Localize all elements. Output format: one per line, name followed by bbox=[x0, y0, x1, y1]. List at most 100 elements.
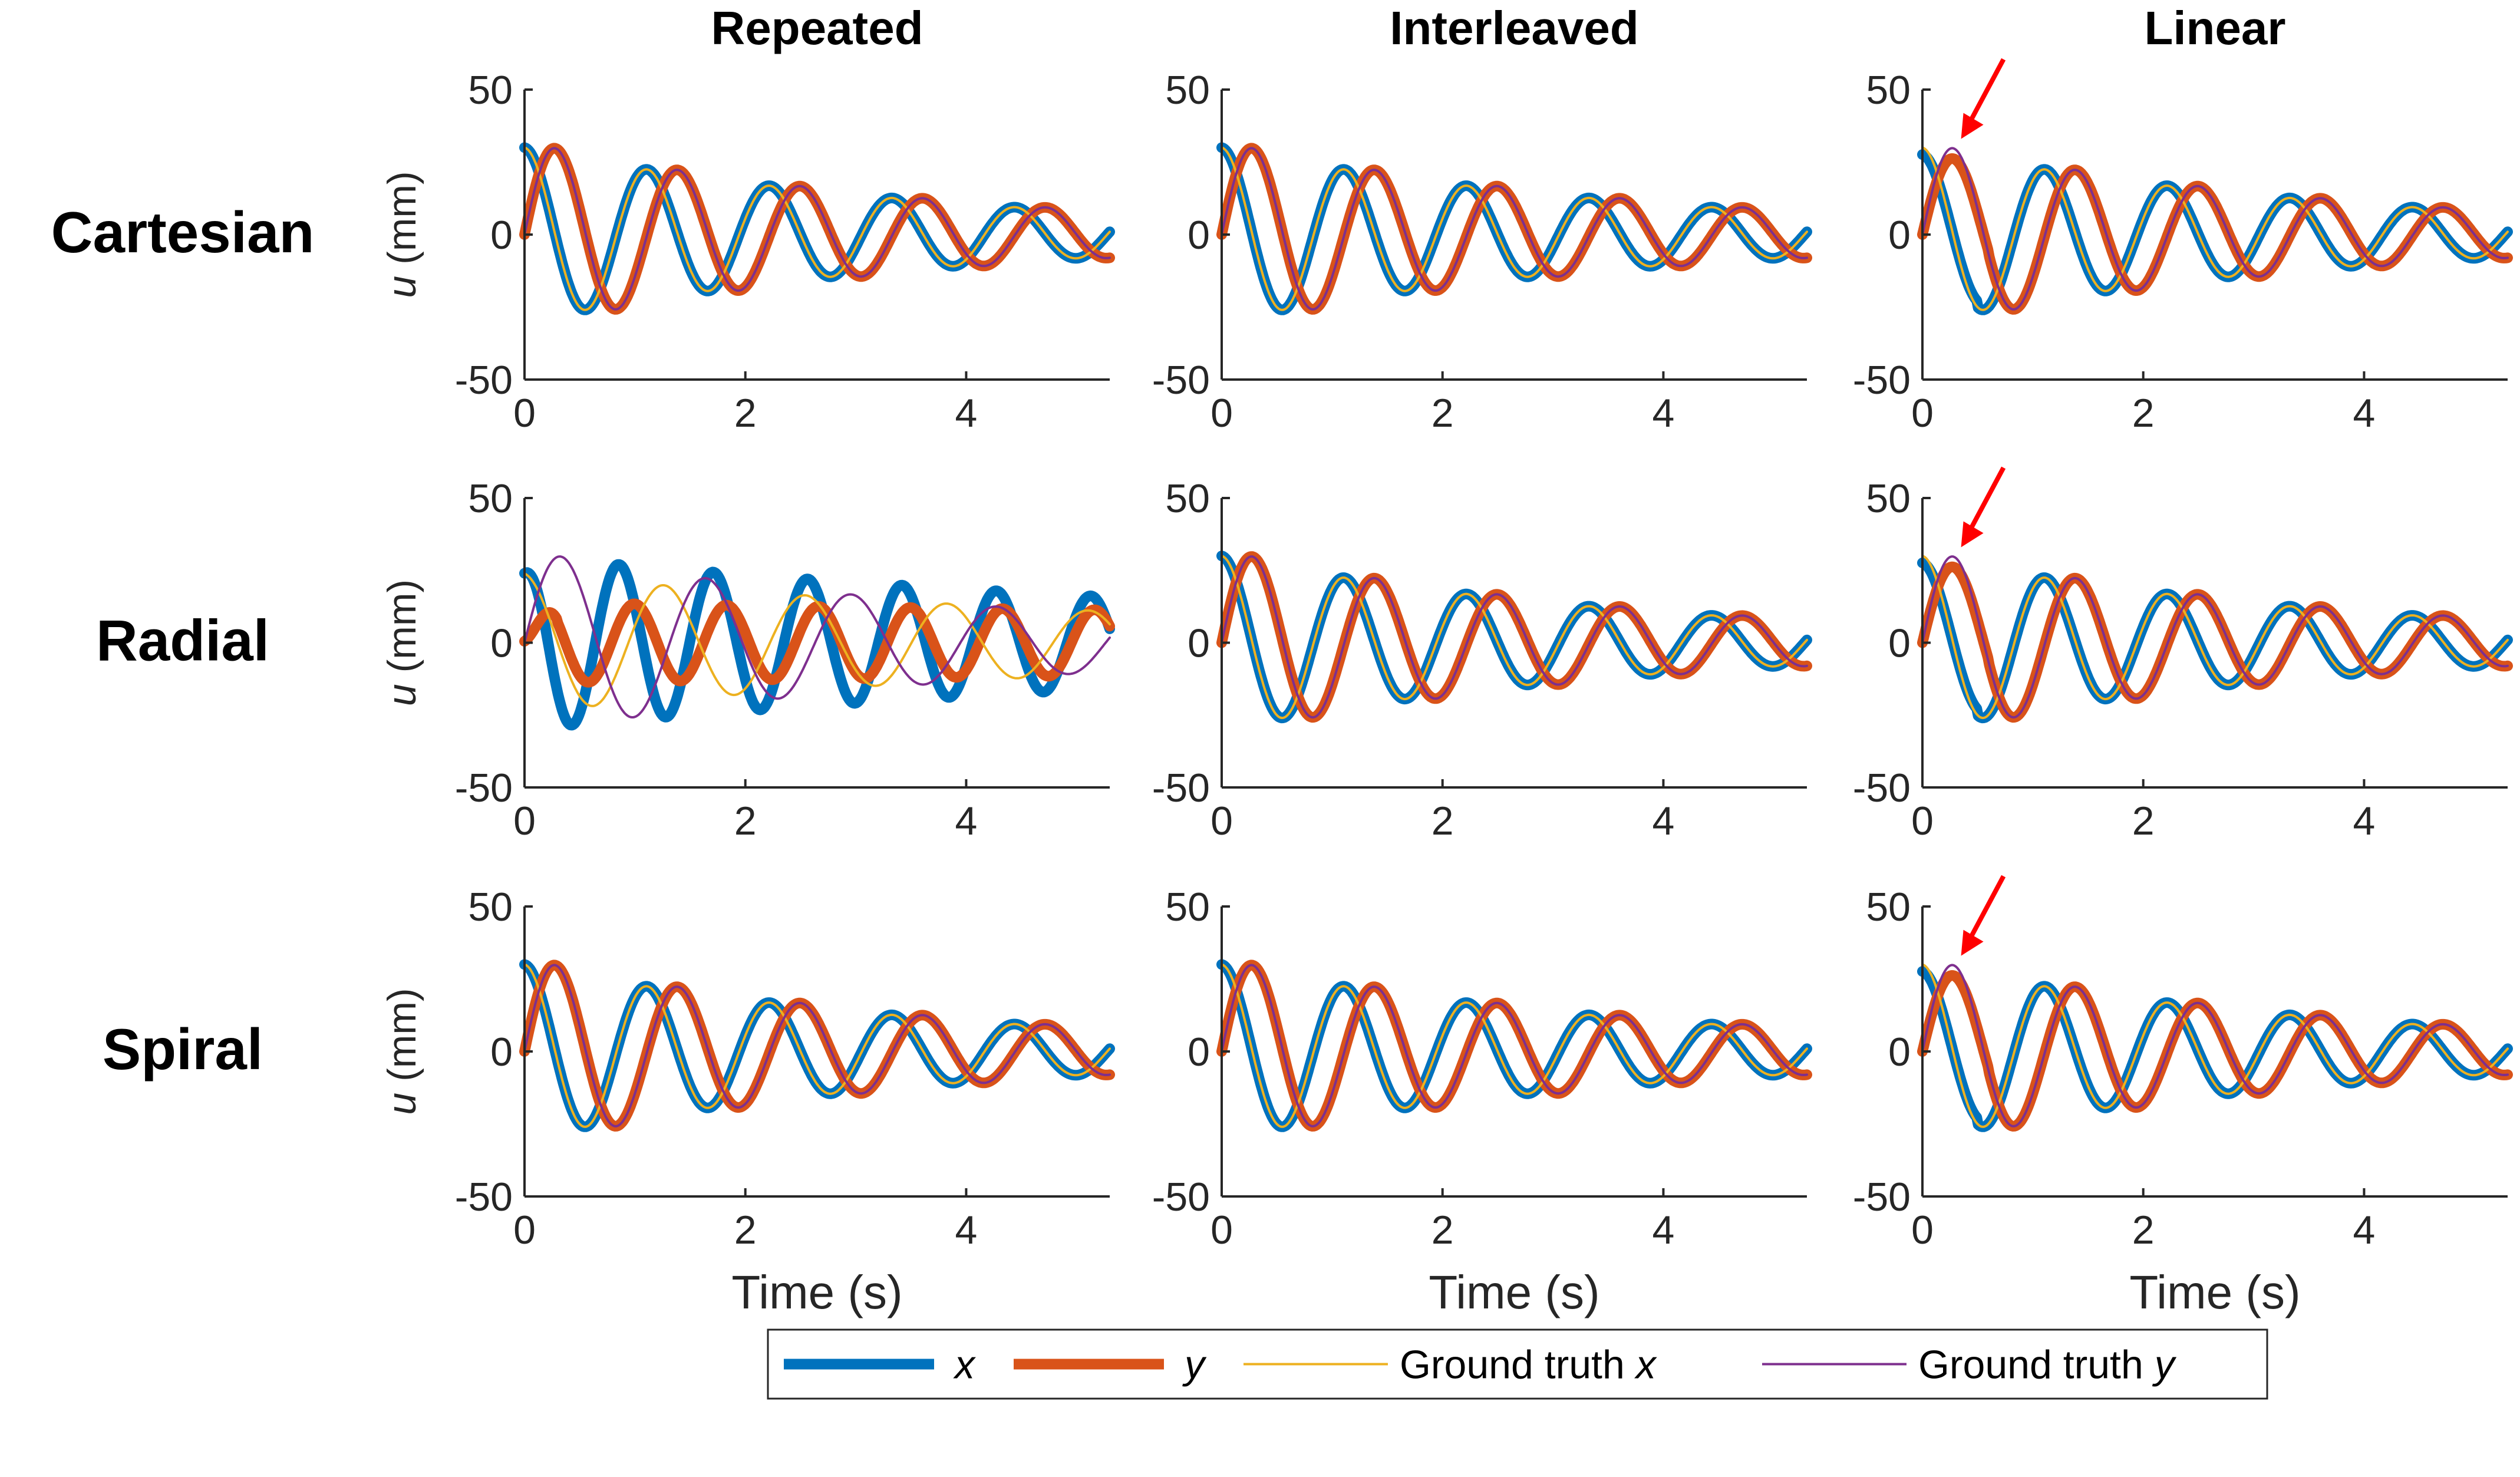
x-tick-label: 0 bbox=[1911, 1208, 1934, 1252]
x-tick-label: 0 bbox=[1210, 391, 1233, 436]
x-tick-label: 2 bbox=[734, 799, 757, 843]
annotation-arrow-head bbox=[1961, 113, 1984, 139]
series-gty-line bbox=[1221, 555, 1808, 719]
x-tick-label: 2 bbox=[734, 1208, 757, 1252]
legend-label-gtx: Ground truth x bbox=[1400, 1343, 1657, 1387]
series-gtx-line bbox=[1921, 555, 2509, 720]
y-tick-label: 0 bbox=[1188, 1030, 1210, 1074]
series-gty-line bbox=[1921, 555, 2509, 719]
series-gty-line bbox=[1921, 147, 2509, 311]
annotation-arrow-shaft bbox=[1970, 466, 2006, 529]
series-y-line bbox=[519, 598, 1115, 688]
y-tick-label: -50 bbox=[1152, 358, 1210, 403]
x-tick-label: 0 bbox=[1911, 799, 1934, 843]
series-gtx-line bbox=[1221, 555, 1808, 720]
row-title-cartesian: Cartesian bbox=[51, 200, 315, 265]
annotation-arrow-shaft bbox=[1970, 875, 2006, 937]
legend-text: Ground truth bbox=[1400, 1343, 1625, 1387]
y-tick-label: -50 bbox=[1152, 1175, 1210, 1219]
y-axis-label-var: u bbox=[380, 1093, 424, 1115]
x-axis-label: Time (s) bbox=[2129, 1266, 2300, 1318]
x-tick-label: 4 bbox=[1652, 799, 1675, 843]
series-gty-line bbox=[523, 555, 1111, 718]
y-tick-label: 50 bbox=[1866, 476, 1911, 521]
y-axis-label-unit: (mm) bbox=[380, 988, 424, 1092]
series-gtx-line bbox=[523, 146, 1111, 311]
x-tick-label: 2 bbox=[1431, 391, 1454, 436]
series-gtx-line bbox=[1921, 963, 2509, 1128]
y-tick-label: -50 bbox=[1853, 1175, 1911, 1219]
x-tick-label: 0 bbox=[513, 391, 536, 436]
legend-var: x bbox=[953, 1343, 976, 1387]
x-tick-label: 2 bbox=[2132, 799, 2155, 843]
annotation-arrow-head bbox=[1961, 521, 1984, 548]
x-tick-label: 4 bbox=[1652, 1208, 1675, 1252]
series-gty-line bbox=[1221, 964, 1808, 1127]
y-tick-label: 50 bbox=[1866, 68, 1911, 113]
x-tick-label: 2 bbox=[2132, 1208, 2155, 1252]
y-tick-label: -50 bbox=[1152, 766, 1210, 810]
legend-label-gty: Ground truth y bbox=[1918, 1343, 2177, 1387]
x-axis-label: Time (s) bbox=[731, 1266, 902, 1318]
legend-text: Ground truth bbox=[1918, 1343, 2143, 1387]
series-gty-line bbox=[523, 964, 1111, 1127]
x-tick-label: 2 bbox=[1431, 799, 1454, 843]
y-tick-label: 0 bbox=[1188, 213, 1210, 258]
x-tick-label: 4 bbox=[2353, 1208, 2376, 1252]
y-tick-label: 50 bbox=[1866, 885, 1911, 929]
series-y-line bbox=[1216, 551, 1812, 723]
legend-spacer bbox=[1625, 1343, 1636, 1387]
legend: x y Ground truth x Ground truth y bbox=[767, 1328, 2268, 1400]
row-title-spiral: Spiral bbox=[103, 1017, 263, 1082]
column-titles: Repeated Interleaved Linear bbox=[711, 2, 2285, 54]
y-tick-label: 0 bbox=[1888, 621, 1911, 666]
y-axis-label-var: u bbox=[380, 684, 424, 706]
row-titles: Cartesian Radial Spiral bbox=[51, 200, 315, 1082]
x-tick-label: 4 bbox=[2353, 799, 2376, 843]
x-tick-label: 4 bbox=[2353, 391, 2376, 436]
legend-var: y bbox=[2152, 1343, 2177, 1387]
y-tick-label: -50 bbox=[1853, 358, 1911, 403]
y-tick-label: 50 bbox=[1165, 885, 1210, 929]
y-axis-label-unit: (mm) bbox=[380, 579, 424, 684]
y-tick-label: 50 bbox=[468, 68, 513, 113]
series-y-line bbox=[1216, 960, 1812, 1132]
x-tick-label: 0 bbox=[513, 1208, 536, 1252]
y-axis-label-unit: (mm) bbox=[380, 171, 424, 275]
x-tick-label: 0 bbox=[1911, 391, 1934, 436]
x-tick-label: 2 bbox=[734, 391, 757, 436]
y-tick-label: -50 bbox=[455, 1175, 513, 1219]
x-tick-label: 4 bbox=[955, 799, 978, 843]
annotation-arrow-shaft bbox=[1970, 58, 2006, 120]
x-axis-label: Time (s) bbox=[1429, 1266, 1599, 1318]
x-tick-label: 4 bbox=[955, 391, 978, 436]
x-tick-label: 4 bbox=[955, 1208, 978, 1252]
column-title-linear: Linear bbox=[2144, 2, 2285, 54]
annotation-arrow-head bbox=[1961, 929, 1984, 956]
y-tick-label: 50 bbox=[1165, 68, 1210, 113]
y-tick-label: 50 bbox=[1165, 476, 1210, 521]
y-tick-label: -50 bbox=[455, 358, 513, 403]
column-title-repeated: Repeated bbox=[711, 2, 923, 54]
series-y-line bbox=[519, 143, 1115, 315]
y-tick-label: -50 bbox=[1853, 766, 1911, 810]
x-tick-label: 0 bbox=[1210, 1208, 1233, 1252]
series-gty-line bbox=[1921, 964, 2509, 1127]
y-tick-label: 0 bbox=[490, 1030, 513, 1074]
series-gtx-line bbox=[523, 572, 1111, 707]
legend-var: y bbox=[1182, 1343, 1207, 1387]
legend-var: x bbox=[1634, 1343, 1657, 1387]
series-gty-line bbox=[523, 147, 1111, 311]
y-axis-label-var: u bbox=[380, 276, 424, 298]
y-tick-label: -50 bbox=[455, 766, 513, 810]
y-axis-label: u (mm) bbox=[380, 171, 424, 298]
y-tick-label: 0 bbox=[1888, 1030, 1911, 1074]
